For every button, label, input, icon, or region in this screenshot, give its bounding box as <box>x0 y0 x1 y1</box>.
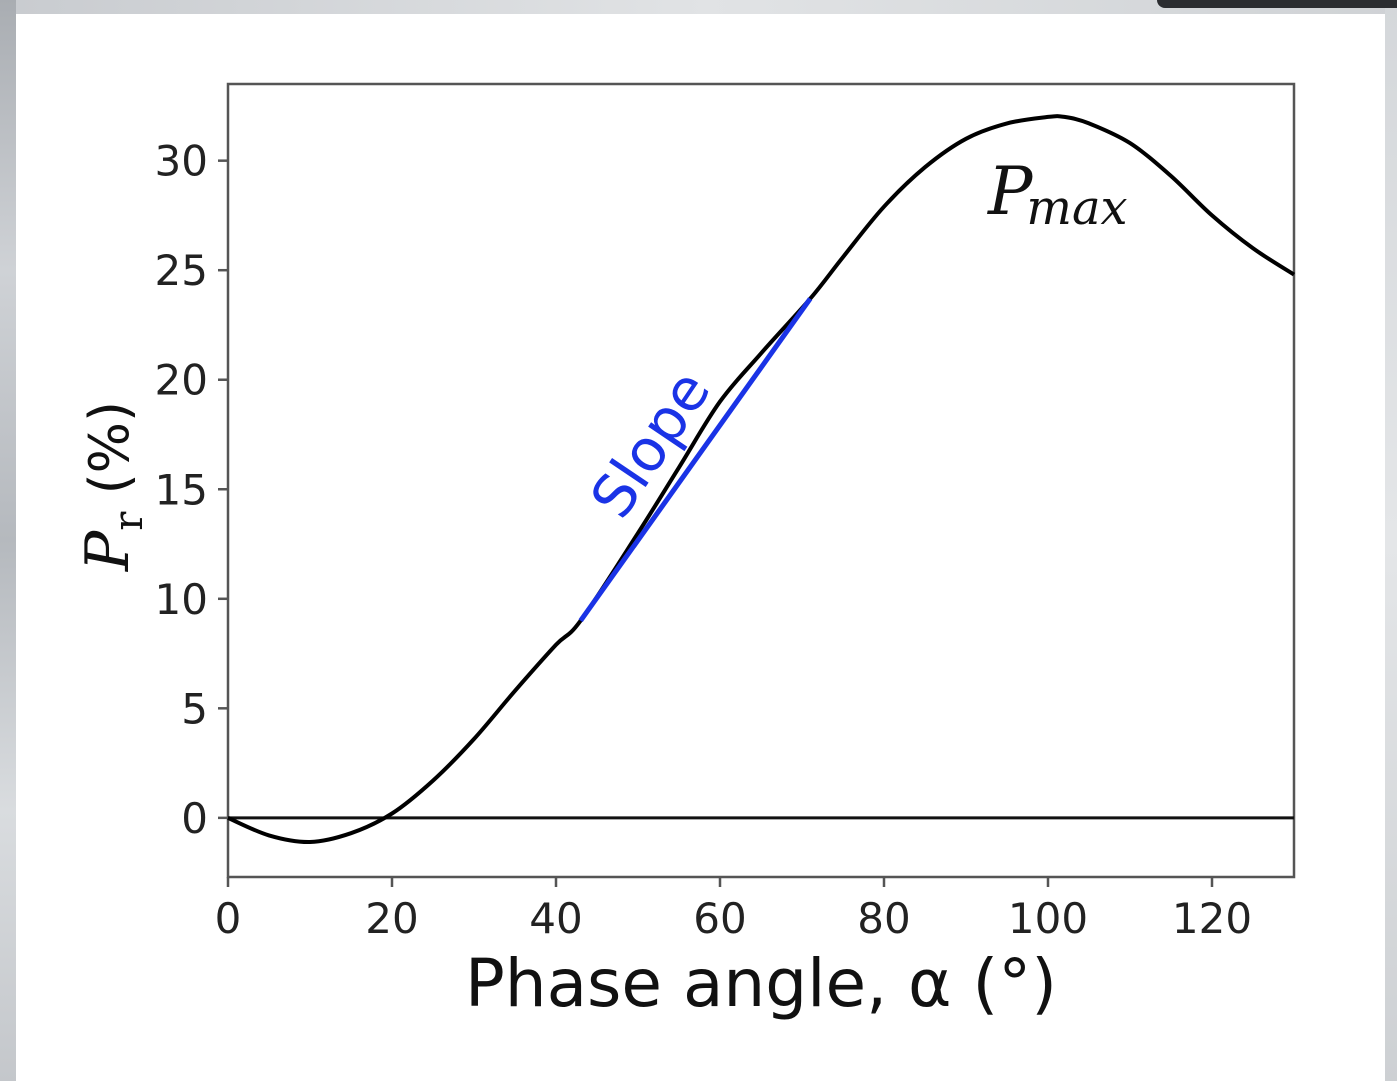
y-axis-symbol: P <box>73 529 143 572</box>
x-axis-label: Phase angle, α (°) <box>465 945 1057 1022</box>
y-tick-label: 15 <box>155 465 208 514</box>
slope-segment <box>578 297 813 623</box>
y-tick-label: 5 <box>181 684 208 733</box>
y-tick-label: 20 <box>155 356 208 405</box>
pmax-main: P <box>987 153 1034 230</box>
y-tick-label: 25 <box>155 246 208 295</box>
x-tick-label: 0 <box>215 894 242 943</box>
pmax-subscript: max <box>1026 180 1127 236</box>
top-frame-edge <box>16 0 1397 14</box>
pmax-annotation: Pmax <box>987 153 1128 236</box>
x-tick-label: 100 <box>1008 894 1088 943</box>
x-tick-label: 20 <box>365 894 418 943</box>
y-axis-ticks: 0 5 10 15 20 25 30 <box>155 137 228 843</box>
y-axis-label: Pr (%) <box>73 401 152 572</box>
figure-panel <box>16 14 1385 1081</box>
left-frame-edge <box>0 0 16 1081</box>
x-tick-label: 40 <box>529 894 582 943</box>
x-tick-label: 60 <box>693 894 746 943</box>
y-axis-unit: (%) <box>78 401 141 512</box>
plot-area-frame <box>226 82 1296 879</box>
x-axis-ticks: 0 20 40 60 80 100 120 <box>215 877 1252 943</box>
y-tick-label: 10 <box>155 575 208 624</box>
slope-annotation: Slope <box>577 358 723 529</box>
y-tick-label: 30 <box>155 137 208 186</box>
polarization-curve <box>227 114 1296 845</box>
right-frame-edge <box>1385 0 1397 1081</box>
y-axis-subscript: r <box>106 511 152 531</box>
corner-tab <box>1157 0 1397 8</box>
y-tick-label: 0 <box>181 794 208 843</box>
x-tick-label: 120 <box>1172 894 1252 943</box>
x-tick-label: 80 <box>857 894 910 943</box>
